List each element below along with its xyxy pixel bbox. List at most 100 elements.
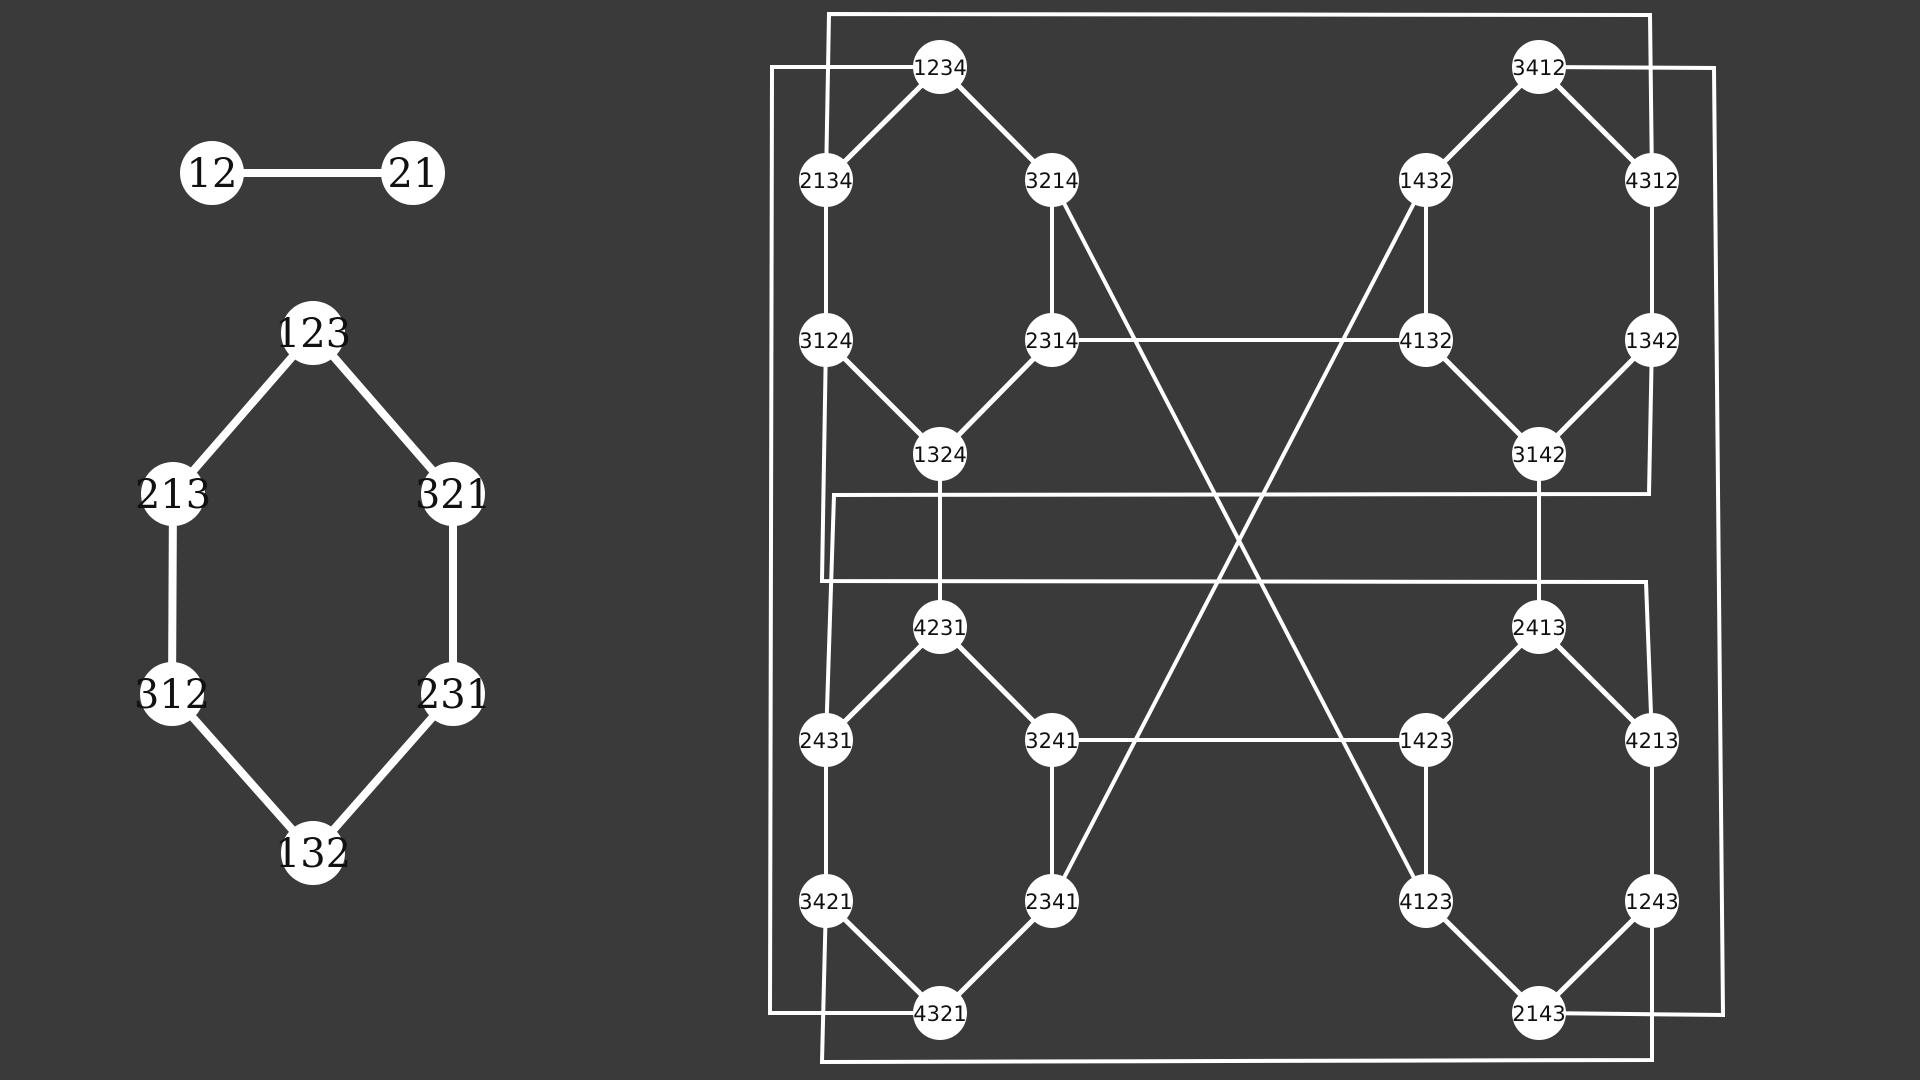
node-4231: 4231	[913, 600, 967, 654]
node-label: 312	[134, 672, 210, 718]
node-circle	[1625, 874, 1679, 928]
node-circle	[421, 462, 485, 526]
node-2143: 2143	[1512, 986, 1566, 1040]
node-label: 1234	[913, 56, 966, 80]
node-circle	[1399, 313, 1453, 367]
node-1342: 1342	[1625, 313, 1679, 367]
node-circle	[913, 600, 967, 654]
node-circle	[913, 986, 967, 1040]
edge-123-321	[309, 329, 457, 498]
node-circle	[141, 462, 205, 526]
node-circle	[381, 141, 445, 205]
node-label: 3421	[799, 890, 852, 914]
edge-1342-2431	[824, 338, 1654, 742]
node-label: 2143	[1512, 1002, 1565, 1026]
node-circle	[281, 301, 345, 365]
node-4312: 4312	[1625, 153, 1679, 207]
node-label: 21	[388, 151, 439, 197]
node-circle	[1512, 600, 1566, 654]
node-label: 2413	[1512, 616, 1565, 640]
node-circle	[1512, 427, 1566, 481]
node-label: 4312	[1625, 169, 1678, 193]
node-2431: 2431	[799, 713, 853, 767]
node-312: 312	[134, 662, 210, 726]
node-123: 123	[275, 301, 351, 365]
node-circle	[1625, 313, 1679, 367]
node-label: 3241	[1025, 729, 1078, 753]
node-circle	[1025, 874, 1079, 928]
node-label: 2134	[799, 169, 852, 193]
node-3214: 3214	[1025, 153, 1079, 207]
node-4321: 4321	[913, 986, 967, 1040]
node-circle	[1512, 40, 1566, 94]
node-circle	[1399, 874, 1453, 928]
node-circle	[913, 427, 967, 481]
edge-123-213	[169, 329, 317, 498]
node-circle	[1025, 313, 1079, 367]
node-3142: 3142	[1512, 427, 1566, 481]
node-circle	[140, 662, 204, 726]
edge-3421-1243	[819, 899, 1654, 1065]
node-circle	[799, 313, 853, 367]
node-circle	[1025, 153, 1079, 207]
node-2413: 2413	[1512, 600, 1566, 654]
node-circle	[799, 874, 853, 928]
node-231: 231	[415, 662, 491, 726]
edge-231-132	[309, 690, 457, 857]
node-circle	[421, 662, 485, 726]
node-circle	[913, 40, 967, 94]
node-132: 132	[275, 821, 351, 885]
node-circle	[799, 713, 853, 767]
node-12: 12	[180, 141, 244, 205]
nodes-layer: 12 21 123 213 321 312 231 132 1234 2134 3214 3124 23…	[134, 40, 1679, 1040]
node-321: 321	[415, 462, 491, 526]
node-2341: 2341	[1025, 874, 1079, 928]
node-label: 3142	[1512, 443, 1565, 467]
node-circle	[1399, 153, 1453, 207]
node-2134: 2134	[799, 153, 853, 207]
node-3124: 3124	[799, 313, 853, 367]
edge-213-312	[168, 490, 177, 698]
node-label: 4321	[913, 1002, 966, 1026]
node-label: 321	[415, 472, 491, 518]
node-3241: 3241	[1025, 713, 1079, 767]
edge-2134-4312	[824, 11, 1654, 182]
node-1243: 1243	[1625, 874, 1679, 928]
node-label: 12	[187, 151, 238, 197]
node-label: 4231	[913, 616, 966, 640]
node-circle	[799, 153, 853, 207]
node-circle	[1512, 986, 1566, 1040]
edge-3124-4213	[819, 338, 1654, 742]
node-21: 21	[381, 141, 445, 205]
node-label: 3214	[1025, 169, 1078, 193]
node-label: 2341	[1025, 890, 1078, 914]
node-label: 213	[135, 472, 211, 518]
node-213: 213	[135, 462, 211, 526]
node-label: 3412	[1512, 56, 1565, 80]
node-2314: 2314	[1025, 313, 1079, 367]
node-label: 123	[275, 311, 351, 357]
node-label: 1342	[1625, 329, 1678, 353]
edge-312-132	[168, 690, 317, 857]
node-label: 2431	[799, 729, 852, 753]
node-label: 3124	[799, 329, 852, 353]
node-1324: 1324	[913, 427, 967, 481]
node-label: 4213	[1625, 729, 1678, 753]
node-circle	[1399, 713, 1453, 767]
node-label: 4123	[1399, 890, 1452, 914]
node-circle	[1625, 713, 1679, 767]
node-label: 132	[275, 831, 351, 877]
edge-1234-4321	[767, 65, 942, 1015]
edge-1432-2341	[1050, 178, 1428, 903]
node-3421: 3421	[799, 874, 853, 928]
node-1432: 1432	[1399, 153, 1453, 207]
node-circle	[281, 821, 345, 885]
node-label: 231	[415, 672, 491, 718]
node-circle	[1025, 713, 1079, 767]
node-label: 1243	[1625, 890, 1678, 914]
node-circle	[180, 141, 244, 205]
node-3412: 3412	[1512, 40, 1566, 94]
node-label: 1432	[1399, 169, 1452, 193]
